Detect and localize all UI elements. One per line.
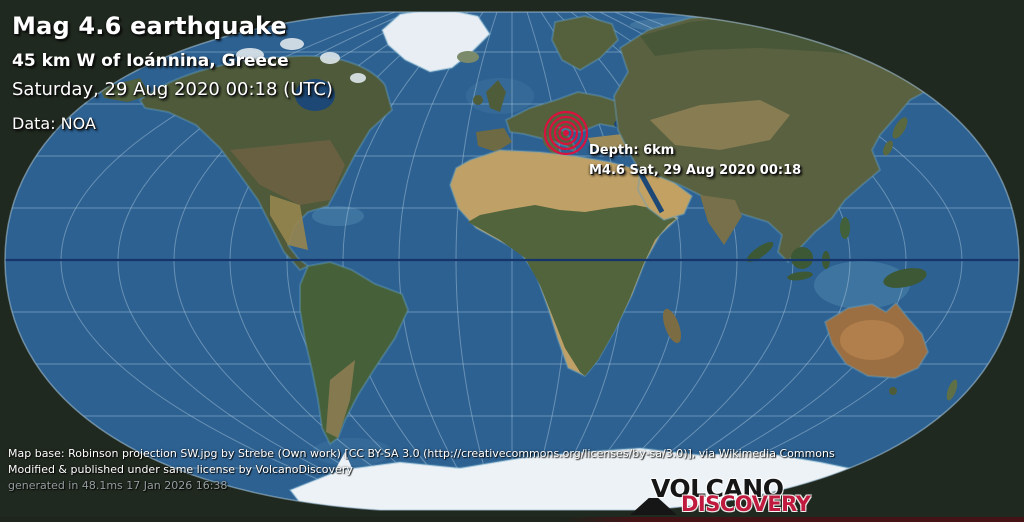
tasmania: [889, 387, 897, 395]
generated-timestamp: generated in 48.1ms 17 Jan 2026 16:38: [8, 479, 228, 492]
bottom-border-strip: [0, 517, 1024, 522]
license-note: Modified & published under same license …: [8, 463, 353, 476]
event-datetime: Saturday, 29 Aug 2020 00:18 (UTC): [12, 79, 333, 100]
map-attribution: Map base: Robinson projection SW.jpg by …: [8, 447, 835, 460]
magnitude-time-label: M4.6 Sat, 29 Aug 2020 00:18: [589, 163, 802, 178]
data-source: Data: NOA: [12, 114, 96, 133]
page-title: Mag 4.6 earthquake: [12, 12, 288, 40]
hudson-bay: [295, 79, 335, 111]
red-sea: [637, 170, 665, 214]
japan: [883, 117, 908, 156]
indonesia: [746, 241, 927, 288]
logo-word-volcano: VOLCANO: [651, 474, 784, 503]
region-patagonia: [326, 360, 355, 438]
madagascar: [662, 308, 682, 344]
continent-asia: [612, 12, 940, 264]
australia-outback: [840, 320, 904, 360]
earthquake-epicenter-marker: [543, 110, 589, 156]
arctic-islands: [236, 38, 366, 83]
depth-label: Depth: 6km: [589, 143, 675, 158]
region-scandinavia: [550, 14, 620, 72]
region-central-asia: [650, 100, 790, 150]
region-iberia: [476, 128, 512, 152]
region-central-africa: [468, 205, 676, 376]
logo-word-discovery: DISCOVERY: [681, 492, 811, 516]
location-subtitle: 45 km W of Ioánnina, Greece: [12, 51, 289, 71]
antarctic-peninsula: [335, 452, 352, 470]
philippines: [840, 217, 850, 239]
british-isles: [486, 80, 506, 112]
region-usa: [230, 140, 345, 205]
region-india: [700, 195, 742, 245]
region-mexico: [270, 195, 308, 250]
iceland: [457, 51, 479, 63]
region-alaska: [100, 78, 150, 102]
continent-south-america: [299, 260, 410, 446]
ireland: [473, 95, 483, 105]
